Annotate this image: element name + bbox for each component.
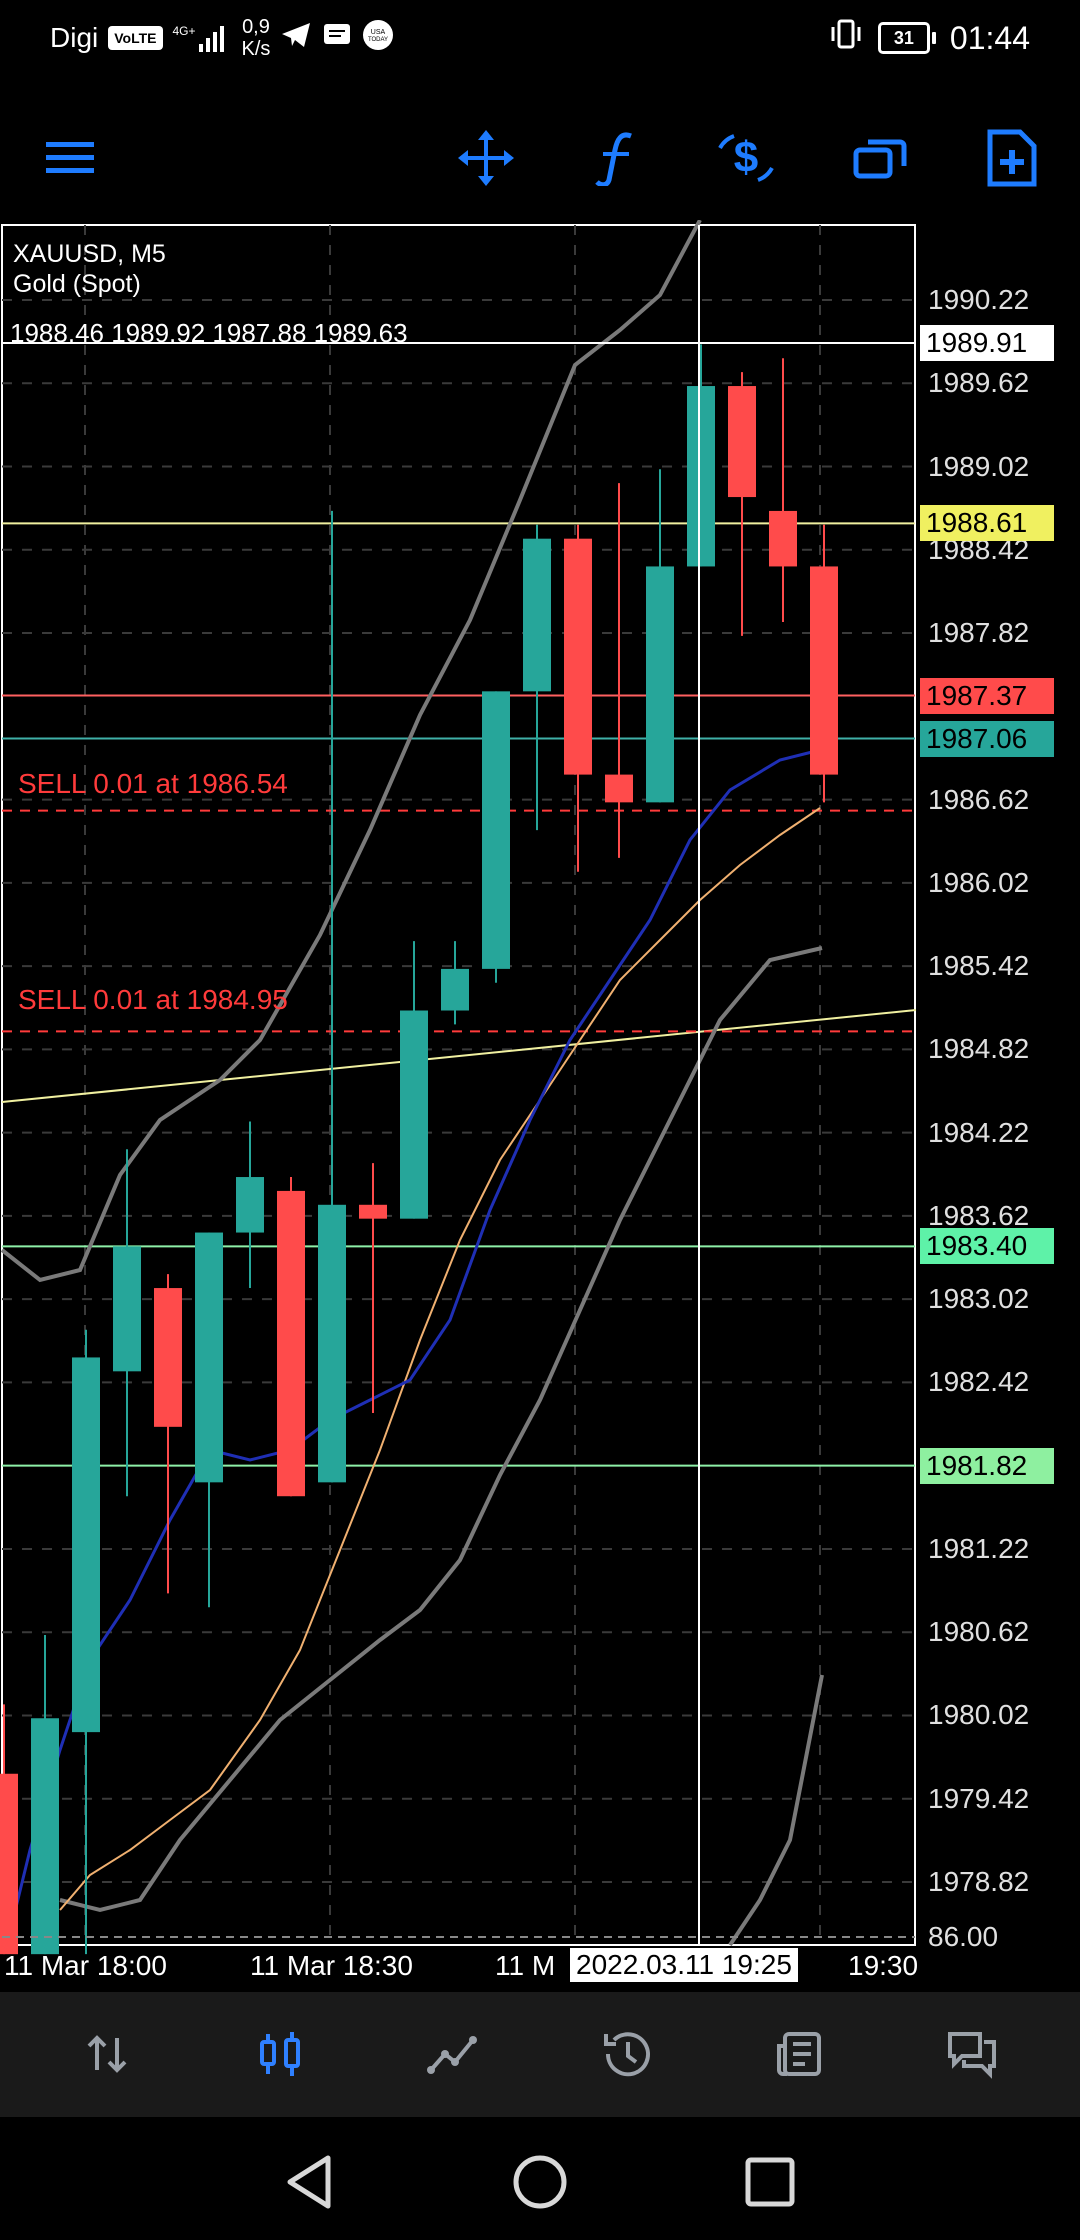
price-tag-1989-91: 1989.91 [920, 325, 1054, 362]
window-layers-icon[interactable] [840, 118, 920, 198]
price-tick-label: 1981.22 [928, 1532, 1030, 1564]
price-tick-label: 1989.02 [928, 450, 1030, 482]
carrier-label: Digi [50, 22, 99, 53]
price-tick-label: 1980.02 [928, 1699, 1030, 1731]
candle-body [277, 1190, 305, 1497]
price-tag-1988-61: 1988.61 [920, 505, 1054, 542]
candle-body [564, 538, 592, 775]
chart-toolbar: $ [0, 100, 1080, 210]
dollar-trade-icon[interactable]: $ [706, 118, 786, 198]
candle-body [523, 538, 551, 692]
price-tag-1983-40: 1983.40 [920, 1228, 1054, 1265]
time-label-2: 11 Mar 18:30 [250, 1950, 413, 1981]
symbol-label: XAUUSD, M5 [13, 240, 166, 268]
ohlc-values: 1988.46 1989.92 1987.88 1989.63 [10, 318, 408, 348]
candle-body [31, 1718, 59, 1955]
bottom-tab-bar [0, 1992, 1080, 2117]
candle-body [0, 1773, 18, 1955]
price-tick-label: 1983.62 [928, 1199, 1030, 1231]
price-tick-label: 1990.22 [928, 284, 1030, 315]
bollinger-upper-band [0, 220, 702, 1283]
price-tick-label: 1985.42 [928, 950, 1030, 982]
price-tag-1987-37: 1987.37 [920, 677, 1054, 714]
telegram-icon [280, 21, 312, 56]
price-tick-label: 1984.82 [928, 1033, 1030, 1065]
volte-badge: VoLTE [108, 26, 163, 50]
price-tick-label: 1987.82 [928, 617, 1030, 649]
plot-area [1, 224, 916, 1946]
chart-canvas[interactable] [0, 220, 1080, 1990]
price-tick-label: 1978.82 [928, 1866, 1030, 1897]
price-tick-label: 1983.02 [928, 1283, 1030, 1315]
menu-icon[interactable] [30, 118, 110, 198]
network-speed: 0,9 K/s [241, 16, 271, 60]
bollinger-lower-band-ext [728, 1674, 824, 1947]
price-tick-label: 1980.62 [928, 1616, 1030, 1648]
price-tag-1981-82: 1981.82 [920, 1447, 1054, 1484]
sell-order-label-2[interactable]: SELL 0.01 at 1984.95 [18, 984, 288, 1015]
crosshair-move-icon[interactable] [446, 118, 526, 198]
svg-text:TODAY: TODAY [368, 37, 388, 43]
battery-icon: 31 [877, 22, 936, 54]
price-tick-label: 1979.42 [928, 1782, 1030, 1814]
candle-body [605, 774, 633, 803]
message-icon [322, 21, 352, 56]
candle-body [72, 1357, 100, 1733]
time-label-3: 11 M [495, 1950, 556, 1981]
candle-body [810, 566, 838, 775]
candle-body [236, 1177, 264, 1233]
time-label-4: 19:30 [848, 1950, 919, 1981]
candle-body [482, 691, 510, 969]
candle-body [441, 968, 469, 1011]
bollinger-lower-band [59, 946, 823, 1913]
candle-body [687, 386, 715, 567]
svg-text:USA: USA [371, 29, 386, 36]
moving-average-orange [59, 807, 821, 1911]
candle-body [113, 1246, 141, 1372]
moving-average-blue [6, 748, 821, 1941]
candle-body [728, 386, 756, 498]
candle-body [646, 566, 674, 803]
trendline [1, 1009, 917, 1103]
history-icon[interactable] [594, 2022, 658, 2086]
candle-body [359, 1204, 387, 1219]
candle-body [400, 1010, 428, 1219]
price-tick-label: 1982.42 [928, 1366, 1030, 1398]
quotes-icon[interactable] [75, 2022, 139, 2086]
sell-order-label-1[interactable]: SELL 0.01 at 1986.54 [18, 768, 288, 799]
clock: 01:44 [949, 19, 1030, 56]
candle-body [769, 510, 797, 567]
price-tick-label: 1989.62 [928, 367, 1030, 399]
indicators-icon[interactable] [576, 118, 656, 198]
recents-icon[interactable] [735, 2147, 805, 2217]
svg-text:$: $ [734, 133, 758, 182]
news-icon[interactable] [767, 2022, 831, 2086]
home-icon[interactable] [505, 2147, 575, 2217]
price-tick-label: 1986.62 [928, 783, 1030, 815]
usa-today-icon: USA TODAY [362, 19, 394, 58]
candle-body [195, 1232, 223, 1483]
candle-body [154, 1288, 182, 1427]
crosshair-time-label: 2022.03.11 19:25 [570, 1948, 798, 1982]
messages-icon[interactable] [940, 2022, 1004, 2086]
candle-body [318, 1204, 346, 1483]
price-tag-1987-06: 1987.06 [920, 720, 1054, 757]
time-label-1: 11 Mar 18:00 [4, 1950, 167, 1981]
price-tick-label: 1986.02 [928, 866, 1030, 898]
price-chart[interactable]: XAUUSD, M5 Gold (Spot) 1988.46 1989.92 1… [0, 220, 1080, 1990]
vibrate-icon [828, 18, 864, 58]
chart-icon[interactable] [248, 2022, 312, 2086]
signal-icon: 4G+ [173, 24, 224, 52]
system-nav-bar [0, 2117, 1080, 2240]
back-icon[interactable] [275, 2147, 345, 2217]
price-tick-label: 1984.22 [928, 1116, 1030, 1148]
trade-icon[interactable] [421, 2022, 485, 2086]
price-tick-label: 86.00 [928, 1921, 999, 1952]
symbol-description: Gold (Spot) [13, 270, 141, 298]
new-order-icon[interactable] [972, 118, 1052, 198]
status-bar: Digi VoLTE 4G+ 0,9 K/s USA TODAY 31 01 [0, 0, 1080, 80]
